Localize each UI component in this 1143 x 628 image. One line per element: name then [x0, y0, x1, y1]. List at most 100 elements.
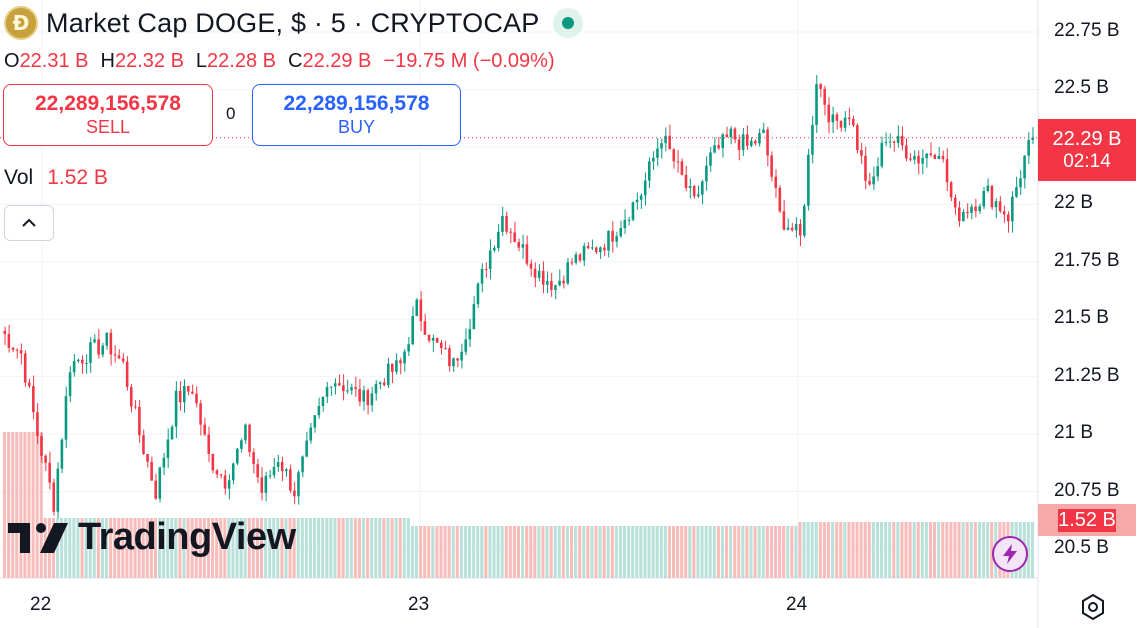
candle-body: [166, 439, 170, 458]
candle-body: [872, 176, 875, 185]
candle-body: [1015, 187, 1018, 197]
candle-body: [794, 224, 798, 231]
volume-bar: [394, 518, 398, 578]
candle-body: [884, 142, 888, 144]
volume-bar: [162, 518, 166, 578]
candle-body: [586, 245, 590, 249]
volume-bar: [117, 518, 121, 578]
symbol-title-row: Ð Market Cap DOGE, $ · 5 · CRYPTOCAP: [4, 4, 584, 42]
candle-body: [537, 270, 541, 278]
volume-bar: [900, 522, 904, 578]
volume-bar: [961, 522, 965, 578]
volume-bar: [370, 518, 374, 578]
volume-bar: [561, 526, 565, 578]
volume-bar: [794, 526, 798, 578]
volume-bar: [896, 522, 900, 578]
candle-body: [207, 434, 211, 454]
volume-bar: [537, 526, 541, 578]
candle-body: [819, 84, 822, 89]
candle-body: [603, 247, 606, 251]
candle-body: [272, 466, 276, 476]
candle-body: [289, 469, 292, 491]
volume-bar: [321, 518, 325, 578]
settings-icon[interactable]: [1078, 592, 1108, 622]
candle-body: [223, 475, 227, 489]
volume-bar: [941, 522, 945, 578]
volume-bar: [676, 526, 680, 578]
volume-bar: [56, 518, 60, 578]
volume-bar: [292, 518, 296, 578]
candle-body: [639, 195, 643, 200]
volume-bar: [831, 522, 835, 578]
current-price-value: 22.29 B: [1052, 128, 1122, 150]
candle-body: [219, 474, 223, 476]
candle-body: [737, 139, 741, 150]
candle-body: [647, 161, 651, 181]
candle-body: [354, 387, 357, 389]
candle-body: [921, 158, 924, 164]
volume-bar: [773, 526, 778, 578]
candle-body: [664, 135, 667, 144]
volume-bar: [802, 522, 806, 578]
volume-bar: [933, 522, 937, 578]
candle-body: [607, 230, 610, 251]
candle-body: [342, 385, 345, 392]
candle-body: [802, 205, 806, 236]
candle-body: [643, 180, 647, 196]
volume-bar: [892, 522, 896, 578]
volume-bar: [243, 518, 247, 578]
candle-body: [978, 206, 981, 212]
volume-bar: [549, 526, 553, 578]
volume-bar: [402, 518, 406, 578]
candle-body: [770, 155, 773, 177]
collapse-legend-button[interactable]: [4, 205, 54, 241]
volume-bar: [239, 518, 243, 578]
volume-bar: [618, 526, 623, 578]
lightning-button[interactable]: [992, 536, 1028, 572]
price-axis-label: 21.5 B: [1054, 307, 1109, 329]
candle-body: [248, 424, 251, 453]
volume-bar: [724, 526, 729, 578]
candle-body: [554, 285, 557, 290]
candle-body: [378, 382, 382, 385]
candle-body: [313, 415, 317, 428]
volume-bar: [578, 526, 582, 578]
volume-bar: [965, 522, 969, 578]
time-axis-label: 23: [408, 594, 430, 615]
candle-body: [370, 393, 374, 406]
candle-body: [521, 244, 525, 248]
volume-bar: [871, 522, 875, 578]
volume-bar: [459, 526, 463, 578]
candle-body: [652, 157, 655, 162]
volume-bar: [276, 518, 280, 578]
volume-bar: [990, 522, 994, 578]
symbol-title[interactable]: Market Cap DOGE, $ · 5 · CRYPTOCAP: [46, 7, 540, 38]
candle-body: [766, 129, 769, 156]
candle-body: [492, 248, 496, 251]
candle-body: [721, 134, 724, 149]
volume-bar: [937, 522, 941, 578]
candle-body: [329, 386, 333, 388]
candle-body: [615, 236, 618, 242]
volume-bar: [7, 432, 11, 578]
buy-price: 22,289,156,578: [283, 92, 430, 115]
volume-bar: [639, 526, 643, 578]
candle-body: [395, 360, 398, 372]
volume-bar: [667, 526, 671, 578]
candle-body: [1011, 196, 1014, 222]
volume-bar: [708, 526, 712, 578]
candle-body: [187, 385, 190, 392]
volume-bar: [651, 526, 655, 578]
volume-bar: [512, 526, 516, 578]
candle-body: [419, 299, 423, 322]
buy-button[interactable]: 22,289,156,578 BUY: [252, 84, 461, 146]
candle-body: [391, 363, 394, 372]
candle-body: [1023, 155, 1026, 179]
volume-bar: [606, 526, 610, 578]
candle-body: [550, 281, 553, 290]
candle-body: [244, 424, 247, 441]
sell-button[interactable]: 22,289,156,578 SELL: [3, 84, 213, 146]
volume-bar: [928, 522, 933, 578]
candle-body: [680, 161, 684, 175]
